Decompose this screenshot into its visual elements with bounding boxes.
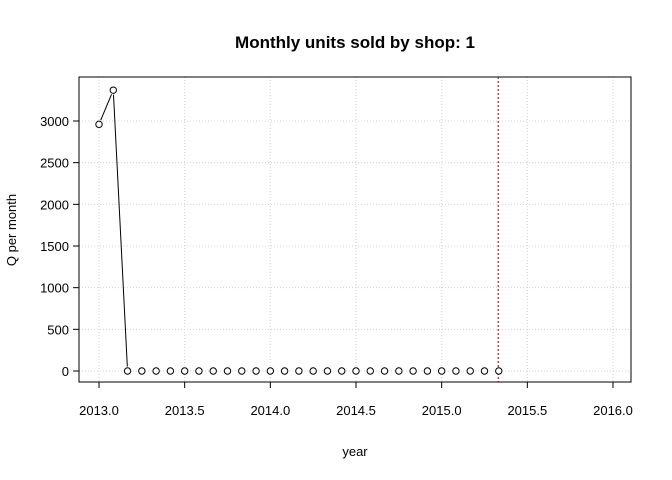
x-axis: 2013.0 2013.5 2014.0 2014.5 2015.0 2015.5 2016…	[79, 381, 633, 418]
data-point	[366, 367, 374, 375]
data-point	[238, 367, 246, 375]
data-point	[95, 120, 103, 129]
series-line-segment	[113, 94, 128, 367]
data-point	[437, 367, 446, 375]
data-point	[180, 367, 189, 375]
data-point	[166, 367, 175, 375]
y-tick-label: 500	[47, 322, 69, 337]
grid	[79, 77, 631, 382]
y-axis-label: Q per month	[4, 194, 19, 266]
data-point	[280, 367, 289, 375]
data-point	[209, 367, 217, 375]
data-point	[323, 367, 332, 375]
data-point	[352, 367, 360, 375]
plot-frame	[78, 76, 632, 383]
y-tick-label: 3000	[40, 114, 69, 129]
y-tick-label: 2500	[40, 156, 69, 171]
data-point	[223, 367, 232, 375]
data-point	[252, 367, 260, 375]
y-axis: 0 500 1000 1500 2000 2500 3000	[40, 114, 80, 379]
data-point	[409, 367, 417, 375]
data-point	[395, 367, 403, 375]
chart-title: Monthly units sold by shop: 1	[235, 33, 475, 52]
series-line-segment	[100, 94, 112, 121]
data-point	[309, 367, 317, 375]
data-point	[295, 367, 303, 375]
x-tick-label: 2013.0	[79, 403, 119, 418]
x-tick-label: 2014.5	[336, 403, 376, 418]
x-tick-label: 2014.0	[250, 403, 290, 418]
data-point	[195, 367, 203, 375]
y-tick-label: 0	[62, 364, 69, 379]
y-tick-label: 1500	[40, 239, 69, 254]
data-point	[138, 367, 146, 375]
data-point	[152, 367, 160, 375]
data-point	[338, 367, 346, 375]
x-tick-label: 2015.0	[422, 403, 462, 418]
data-point	[452, 367, 460, 375]
data-point	[380, 367, 389, 375]
y-tick-label: 2000	[40, 197, 69, 212]
x-tick-label: 2015.5	[507, 403, 547, 418]
x-tick-label: 2013.5	[165, 403, 205, 418]
data-point	[423, 367, 432, 375]
data-point	[109, 86, 117, 94]
y-tick-label: 1000	[40, 281, 69, 296]
data-point	[466, 367, 474, 375]
x-tick-label: 2016.0	[593, 403, 633, 418]
data-point	[495, 367, 503, 375]
data-point	[480, 367, 489, 375]
x-axis-label: year	[342, 444, 368, 459]
data-point	[123, 367, 132, 375]
series	[95, 86, 503, 375]
data-point	[266, 367, 275, 375]
